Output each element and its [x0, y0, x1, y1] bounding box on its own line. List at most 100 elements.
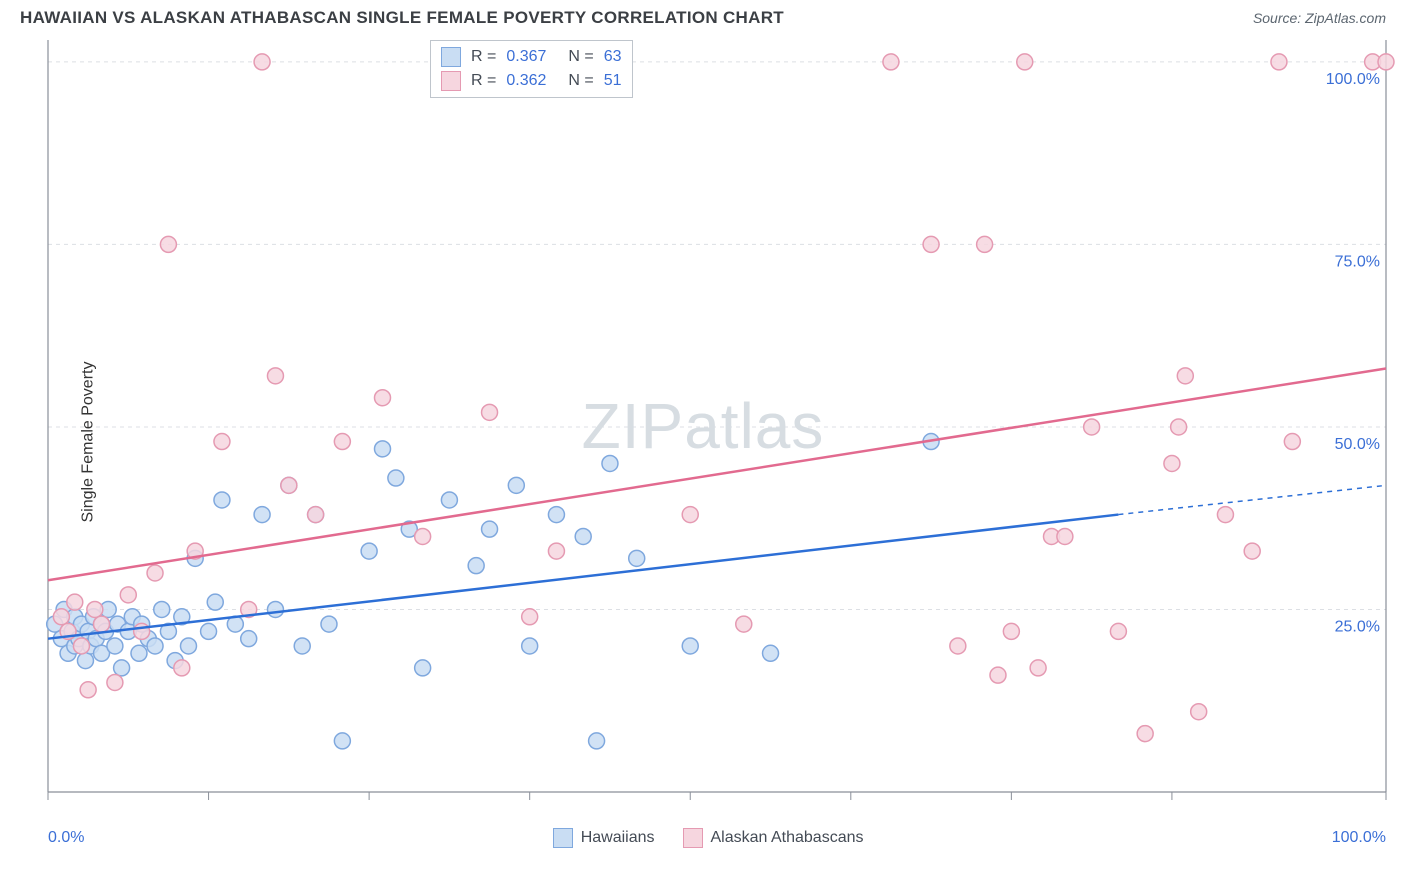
- y-grid-label: 75.0%: [1335, 253, 1380, 270]
- data-point: [1017, 54, 1033, 70]
- data-point: [482, 521, 498, 537]
- scatter-chart: 25.0% 50.0% 75.0% 100.0%: [0, 32, 1406, 812]
- data-point: [629, 550, 645, 566]
- data-point: [548, 543, 564, 559]
- data-point: [67, 594, 83, 610]
- r-value: 0.362: [506, 69, 546, 93]
- data-point: [294, 638, 310, 654]
- legend-item: Hawaiians: [553, 828, 655, 848]
- data-point: [147, 638, 163, 654]
- data-point: [281, 477, 297, 493]
- data-point: [1378, 54, 1394, 70]
- data-point: [522, 609, 538, 625]
- data-point: [107, 638, 123, 654]
- trend-line: [48, 369, 1386, 581]
- y-grid-label: 100.0%: [1326, 71, 1380, 88]
- data-point: [950, 638, 966, 654]
- data-point: [87, 601, 103, 617]
- data-point: [602, 455, 618, 471]
- y-grid-label: 25.0%: [1335, 618, 1380, 635]
- data-point: [1110, 623, 1126, 639]
- legend-swatch: [683, 828, 703, 848]
- data-point: [160, 236, 176, 252]
- data-point: [308, 507, 324, 523]
- data-point: [1057, 528, 1073, 544]
- y-axis-label: Single Female Poverty: [79, 362, 97, 523]
- chart-title: HAWAIIAN VS ALASKAN ATHABASCAN SINGLE FE…: [20, 8, 784, 28]
- chart-header: HAWAIIAN VS ALASKAN ATHABASCAN SINGLE FE…: [0, 0, 1406, 32]
- data-point: [977, 236, 993, 252]
- data-point: [589, 733, 605, 749]
- data-point: [482, 404, 498, 420]
- data-point: [254, 507, 270, 523]
- chart-container: Single Female Poverty ZIPatlas 25.0%50.0…: [0, 32, 1406, 852]
- n-value: 51: [604, 69, 622, 93]
- data-point: [53, 609, 69, 625]
- data-point: [736, 616, 752, 632]
- data-point: [1217, 507, 1233, 523]
- trend-line-extension: [1118, 485, 1386, 514]
- data-point: [154, 601, 170, 617]
- data-point: [682, 638, 698, 654]
- data-point: [120, 587, 136, 603]
- data-point: [334, 434, 350, 450]
- data-point: [441, 492, 457, 508]
- data-point: [415, 660, 431, 676]
- data-point: [1084, 419, 1100, 435]
- data-point: [131, 645, 147, 661]
- legend-swatch: [553, 828, 573, 848]
- legend-label: Alaskan Athabascans: [711, 829, 864, 847]
- data-point: [361, 543, 377, 559]
- y-grid-label: 50.0%: [1335, 436, 1380, 453]
- data-point: [1191, 704, 1207, 720]
- r-label: R =: [471, 45, 496, 69]
- data-point: [1030, 660, 1046, 676]
- data-point: [207, 594, 223, 610]
- x-axis-max-label: 100.0%: [1332, 829, 1386, 847]
- data-point: [1137, 726, 1153, 742]
- data-point: [1271, 54, 1287, 70]
- legend-label: Hawaiians: [581, 829, 655, 847]
- n-value: 63: [604, 45, 622, 69]
- data-point: [923, 236, 939, 252]
- data-point: [267, 601, 283, 617]
- data-point: [763, 645, 779, 661]
- data-point: [214, 492, 230, 508]
- data-point: [267, 368, 283, 384]
- x-axis-min-label: 0.0%: [48, 829, 84, 847]
- data-point: [468, 558, 484, 574]
- data-point: [508, 477, 524, 493]
- legend-item: Alaskan Athabascans: [683, 828, 864, 848]
- data-point: [575, 528, 591, 544]
- data-point: [254, 54, 270, 70]
- data-point: [1284, 434, 1300, 450]
- data-point: [77, 653, 93, 669]
- source-label: Source: ZipAtlas.com: [1253, 10, 1386, 26]
- data-point: [147, 565, 163, 581]
- data-point: [80, 682, 96, 698]
- data-point: [1003, 623, 1019, 639]
- stats-row: R =0.362N =51: [441, 69, 622, 93]
- data-point: [682, 507, 698, 523]
- data-point: [1177, 368, 1193, 384]
- data-point: [94, 616, 110, 632]
- stats-row: R = 0.367 N = 63: [441, 45, 622, 69]
- n-label: N =: [568, 45, 593, 69]
- data-point: [214, 434, 230, 450]
- data-point: [548, 507, 564, 523]
- legend-swatch: [441, 71, 461, 91]
- data-point: [415, 528, 431, 544]
- data-point: [114, 660, 130, 676]
- data-point: [375, 441, 391, 457]
- data-point: [134, 623, 150, 639]
- data-point: [107, 674, 123, 690]
- stats-legend-box: R = 0.367 N = 63R =0.362N =51: [430, 40, 633, 98]
- data-point: [321, 616, 337, 632]
- data-point: [990, 667, 1006, 683]
- r-value: 0.367: [506, 45, 546, 69]
- series-legend: Hawaiians Alaskan Athabascans: [553, 828, 864, 848]
- data-point: [174, 660, 190, 676]
- data-point: [1171, 419, 1187, 435]
- data-point: [522, 638, 538, 654]
- data-point: [1164, 455, 1180, 471]
